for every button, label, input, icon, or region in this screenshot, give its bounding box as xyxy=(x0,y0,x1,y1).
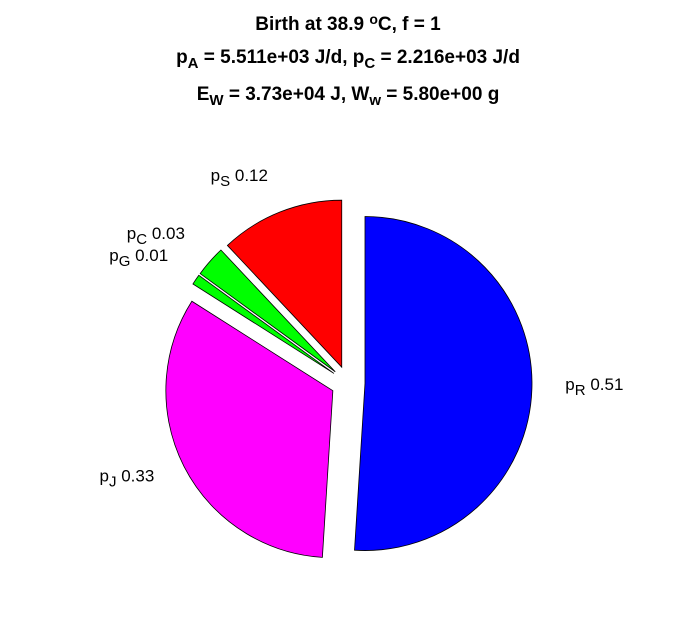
label-subscript: J xyxy=(109,473,117,490)
title-subscript: A xyxy=(188,55,199,72)
pie-slice xyxy=(199,249,336,373)
label-prefix: p xyxy=(109,246,118,265)
slice-label: pS 0.12 xyxy=(211,166,268,190)
title-text: E xyxy=(197,84,210,105)
label-value: 0.01 xyxy=(135,246,168,265)
title-text: = 2.216e+03 J/d xyxy=(375,47,520,68)
title-subscript: W xyxy=(209,92,224,109)
label-prefix: p xyxy=(565,375,574,394)
title-text: Birth at 38.9 xyxy=(255,14,369,35)
title-text: = 3.73e+04 J, W xyxy=(224,84,370,105)
pie-slice xyxy=(165,300,334,558)
title-subscript: C xyxy=(364,55,375,72)
pie-slice xyxy=(354,216,533,551)
label-prefix: p xyxy=(211,166,220,185)
chart-title: Birth at 38.9 oC, f = 1 xyxy=(255,11,441,35)
label-prefix: p xyxy=(127,224,136,243)
title-text: p xyxy=(176,47,188,68)
slice-label: pJ 0.33 xyxy=(99,467,154,491)
label-subscript: C xyxy=(136,231,147,248)
label-value: 0.03 xyxy=(152,224,185,243)
slice-label: pG 0.01 xyxy=(109,246,168,270)
chart-title: pA = 5.511e+03 J/d, pC = 2.216e+03 J/d xyxy=(176,47,520,72)
label-value: 0.33 xyxy=(121,467,154,486)
title-superscript: o xyxy=(369,11,378,27)
label-subscript: R xyxy=(575,381,586,398)
label-prefix: p xyxy=(99,467,108,486)
title-subscript: w xyxy=(368,92,381,109)
title-text: = 5.511e+03 J/d, p xyxy=(199,47,365,68)
label-value: 0.12 xyxy=(235,166,268,185)
slice-label: pC 0.03 xyxy=(127,224,185,248)
label-subscript: S xyxy=(220,172,230,189)
title-text: C, f = 1 xyxy=(378,14,441,35)
pie-slice xyxy=(226,199,343,369)
chart-title: EW = 3.73e+04 J, Ww = 5.80e+00 g xyxy=(197,84,500,109)
label-subscript: G xyxy=(119,252,131,269)
label-value: 0.51 xyxy=(590,375,623,394)
title-text: = 5.80e+00 g xyxy=(381,84,499,105)
slice-label: pR 0.51 xyxy=(565,375,623,399)
pie-slice xyxy=(192,274,335,374)
